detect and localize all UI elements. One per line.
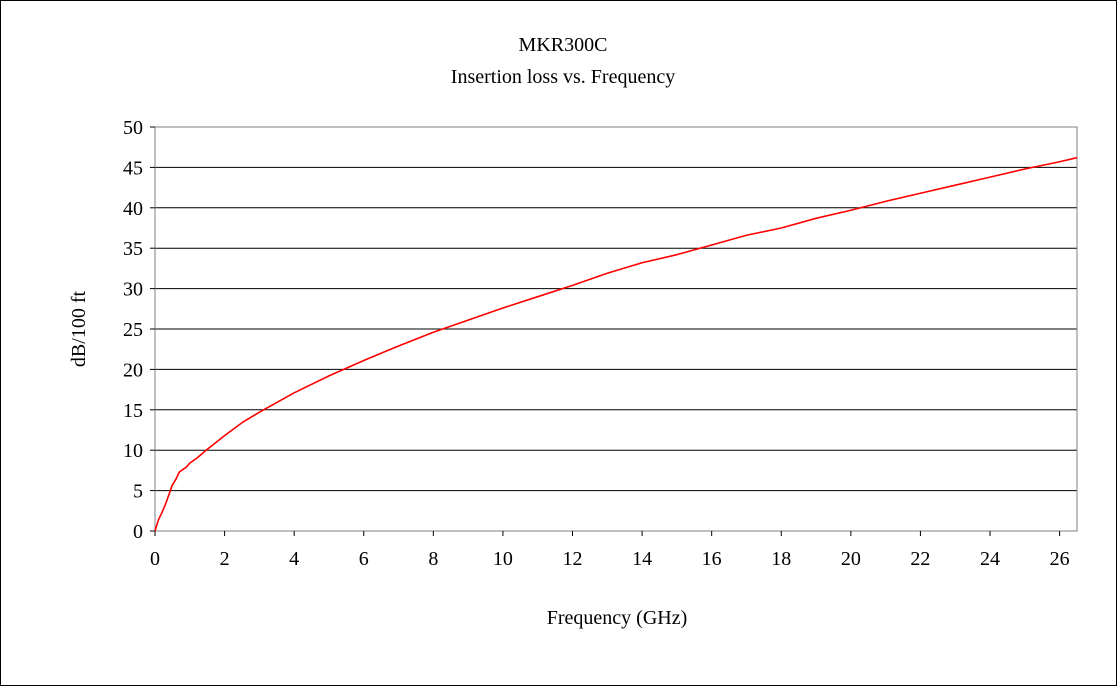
x-tick-label: 2 xyxy=(220,548,230,570)
y-tick-label: 35 xyxy=(123,238,143,260)
x-tick-label: 16 xyxy=(702,548,722,570)
x-axis-label: Frequency (GHz) xyxy=(547,607,688,629)
y-tick-label: 25 xyxy=(123,319,143,341)
series-layer xyxy=(154,156,1078,532)
x-tick-label: 8 xyxy=(428,548,438,570)
chart-subtitle: Insertion loss vs. Frequency xyxy=(451,66,675,88)
y-tick-label: 0 xyxy=(133,521,143,543)
x-tick-label: 26 xyxy=(1050,548,1070,570)
x-tick-layer: 0 2 4 6 8 10 12 14 16 18 20 22 24 26 xyxy=(150,531,1070,570)
y-tick-label: 10 xyxy=(123,440,143,462)
y-tick-layer: 0 5 10 15 20 25 30 35 40 45 50 xyxy=(123,117,155,543)
y-tick-label: 20 xyxy=(123,359,143,381)
x-tick-label: 4 xyxy=(289,548,299,570)
x-tick-label: 10 xyxy=(493,548,513,570)
x-tick-label: 12 xyxy=(563,548,583,570)
x-tick-label: 0 xyxy=(150,548,160,570)
x-tick-label: 24 xyxy=(980,548,1000,570)
y-tick-label: 50 xyxy=(123,117,143,139)
x-tick-label: 20 xyxy=(841,548,861,570)
grid-layer xyxy=(155,166,1077,492)
y-tick-label: 40 xyxy=(123,198,143,220)
y-tick-label: 30 xyxy=(123,279,143,301)
chart-title: MKR300C xyxy=(519,34,608,56)
x-tick-label: 18 xyxy=(771,548,791,570)
series-line xyxy=(154,156,1078,532)
y-tick-label: 15 xyxy=(123,400,143,422)
x-tick-label: 6 xyxy=(359,548,369,570)
y-tick-label: 45 xyxy=(123,157,143,179)
x-tick-label: 14 xyxy=(632,548,652,570)
y-axis-label: dB/100 ft xyxy=(68,291,90,368)
y-tick-label: 5 xyxy=(133,481,143,503)
x-tick-label: 22 xyxy=(910,548,930,570)
